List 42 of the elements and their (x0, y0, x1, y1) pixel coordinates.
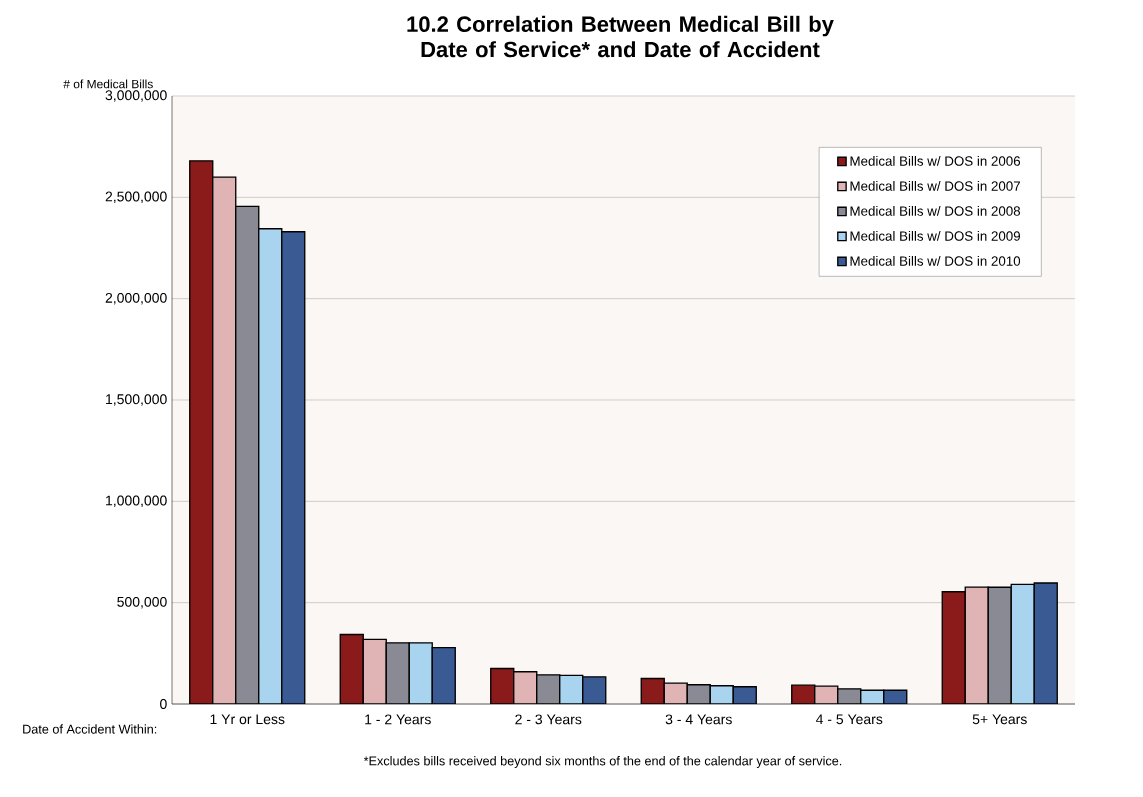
bar (235, 205, 260, 704)
y-axis-title: # of Medical Bills (63, 79, 153, 89)
bar (385, 642, 410, 704)
bar (987, 586, 1012, 704)
bar (1033, 582, 1058, 704)
bar (212, 176, 237, 704)
chart-title: 10.2 Correlation Between Medical Bill by Date of Service* and Date of Accident (407, 15, 834, 58)
bar (490, 667, 515, 704)
bar (408, 642, 433, 704)
bar (258, 228, 283, 704)
bar (281, 231, 306, 704)
legend-label: Medical Bills w/ DOS in 2006 (850, 156, 1021, 166)
y-tick-label: 0 (160, 699, 167, 709)
y-tick-label: 1,000,000 (106, 495, 167, 508)
bar (964, 586, 989, 704)
bar (339, 633, 364, 704)
y-tick-label: 500,000 (117, 596, 167, 609)
y-tick-label: 1,500,000 (106, 394, 167, 406)
bar (1010, 583, 1035, 704)
bar (513, 671, 538, 704)
legend-label: Medical Bills w/ DOS in 2010 (850, 255, 1021, 266)
x-tick-label: 4 - 5 Years (815, 714, 883, 725)
bar (189, 160, 214, 704)
bar (536, 674, 561, 704)
x-tick-label: 5+ Years (972, 714, 1027, 725)
y-tick-label: 2,500,000 (105, 191, 167, 204)
x-axis-title: Date of Accident Within: (23, 724, 157, 734)
bar (559, 674, 584, 704)
x-tick-label: 1 Yr or Less (210, 714, 285, 725)
y-tick-label: 3,000,000 (105, 90, 167, 102)
x-tick-label: 3 - 4 Years (665, 714, 732, 725)
text: *Excludes bills received beyond six months of the end of the calendar year of service. (363, 756, 842, 768)
x-tick-label: 1 - 2 Years (365, 714, 431, 725)
bar (941, 591, 966, 704)
legend-label: Medical Bills w/ DOS in 2009 (850, 230, 1020, 241)
x-tick-label: 2 - 3 Years (515, 714, 582, 725)
bar (362, 638, 387, 704)
bar (640, 677, 665, 704)
legend-label: Medical Bills w/ DOS in 2008 (850, 206, 1021, 216)
bar (431, 646, 456, 704)
y-tick-label: 2,000,000 (105, 292, 167, 305)
legend-label: Medical Bills w/ DOS in 2007 (850, 181, 1020, 191)
